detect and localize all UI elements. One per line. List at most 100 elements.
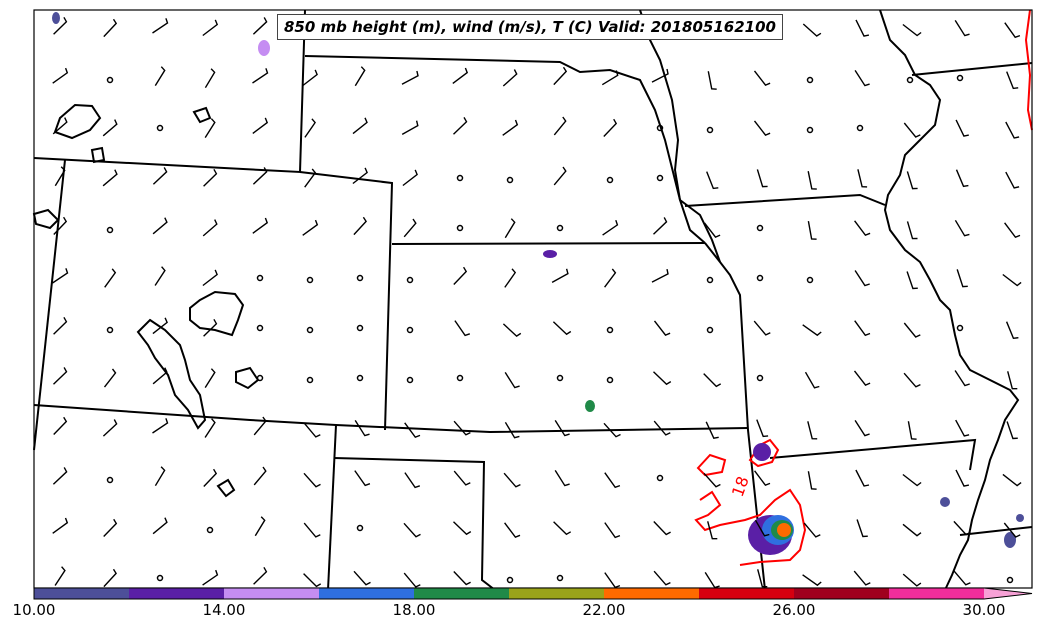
- wind-barb: [906, 271, 918, 290]
- calm-wind-circle: [106, 476, 114, 484]
- calm-wind-circle: [906, 76, 914, 84]
- wind-barb: [404, 472, 421, 489]
- wind-barb: [802, 324, 822, 337]
- calm-wind-circle: [706, 276, 714, 284]
- calm-wind-circle: [256, 274, 264, 282]
- wind-barb: [304, 168, 317, 188]
- wind-barb: [804, 371, 820, 389]
- wind-barb: [252, 117, 269, 134]
- wind-barb: [152, 18, 169, 34]
- wind-barb: [553, 521, 572, 536]
- lake-shoreline: [32, 208, 60, 230]
- wind-barb: [1007, 371, 1018, 390]
- wind-barb: [152, 367, 168, 385]
- wind-barb: [602, 219, 619, 236]
- wind-barb: [53, 16, 68, 35]
- wind-barb: [906, 221, 918, 240]
- lake-shoreline: [53, 103, 102, 140]
- wind-barb: [753, 70, 771, 86]
- wind-barb: [403, 522, 421, 538]
- map-title: 850 mb height (m), wind (m/s), T (C) Val…: [277, 14, 783, 40]
- state-line: [33, 159, 66, 451]
- wind-barb: [152, 517, 168, 535]
- state-line: [704, 242, 766, 591]
- wind-barb: [1005, 321, 1019, 340]
- wind-barb: [551, 268, 569, 284]
- calm-wind-circle: [456, 224, 464, 232]
- wind-barb: [802, 574, 822, 587]
- wind-barb: [403, 572, 421, 588]
- wind-barb: [103, 18, 118, 38]
- calm-wind-circle: [106, 226, 114, 234]
- wind-barb: [302, 219, 319, 236]
- lake-shoreline: [235, 366, 260, 390]
- colorbar-tick-label: 10.00: [12, 601, 56, 619]
- wind-barb: [853, 570, 871, 586]
- wind-barb: [204, 68, 216, 89]
- wind-barb: [1004, 222, 1021, 239]
- wind-barb: [651, 68, 669, 83]
- wind-barb: [454, 320, 471, 337]
- calm-wind-circle: [256, 324, 264, 332]
- wind-barb: [856, 519, 868, 538]
- mississippi-river: [879, 9, 1020, 591]
- wind-barb: [604, 522, 621, 539]
- state-line: [299, 171, 394, 431]
- wind-barb: [1006, 71, 1019, 90]
- wind-barb: [603, 118, 618, 137]
- state-boundaries: [32, 9, 1033, 591]
- wind-barb: [252, 68, 269, 84]
- wind-barb: [54, 566, 66, 586]
- calm-wind-circle: [656, 474, 664, 482]
- wind-barb: [603, 422, 621, 438]
- wind-barb: [204, 118, 216, 138]
- state-line: [333, 457, 496, 591]
- wind-barb: [754, 470, 771, 487]
- wind-barb: [553, 66, 568, 86]
- wind-barb: [503, 472, 521, 488]
- wind-barb: [202, 569, 219, 586]
- wind-barb: [352, 167, 368, 185]
- wind-barb: [955, 119, 969, 137]
- shade-patch: [543, 250, 557, 258]
- colorbar: [33, 587, 1033, 600]
- calm-wind-circle: [956, 74, 964, 82]
- wind-barb: [857, 169, 868, 188]
- wind-barb: [353, 216, 367, 236]
- wind-barb: [853, 370, 871, 386]
- calm-wind-circle: [606, 176, 614, 184]
- wind-barb: [703, 222, 721, 238]
- calm-wind-circle: [356, 374, 364, 382]
- wind-barb: [756, 419, 769, 438]
- colorbar-segment: [224, 588, 320, 599]
- wind-barb: [302, 69, 318, 87]
- wind-barb: [707, 71, 717, 90]
- calm-wind-circle: [406, 326, 414, 334]
- colorbar-segment: [414, 588, 510, 599]
- shade-patch: [52, 12, 60, 24]
- wind-barb: [103, 568, 117, 588]
- wind-barb: [453, 470, 471, 486]
- wind-barb: [1003, 522, 1021, 538]
- wind-barb: [807, 421, 818, 440]
- calm-wind-circle: [656, 174, 664, 182]
- wind-barb: [854, 270, 870, 287]
- wind-barb: [504, 268, 517, 288]
- wind-barb: [906, 171, 918, 190]
- wind-barb: [252, 167, 268, 185]
- wind-barb: [502, 323, 522, 337]
- wind-barb: [504, 372, 520, 389]
- wind-barb: [53, 216, 68, 235]
- calm-wind-circle: [206, 526, 214, 534]
- wind-barb: [653, 371, 672, 386]
- calm-wind-circle: [406, 376, 414, 384]
- wind-barb: [653, 420, 671, 436]
- calm-wind-circle: [706, 326, 714, 334]
- wind-barb: [706, 171, 719, 190]
- lake-shoreline: [189, 290, 245, 337]
- colorbar-tick-label: 22.00: [582, 601, 626, 619]
- calm-wind-circle: [406, 276, 414, 284]
- wind-barb: [354, 420, 370, 437]
- wind-barb: [202, 269, 218, 287]
